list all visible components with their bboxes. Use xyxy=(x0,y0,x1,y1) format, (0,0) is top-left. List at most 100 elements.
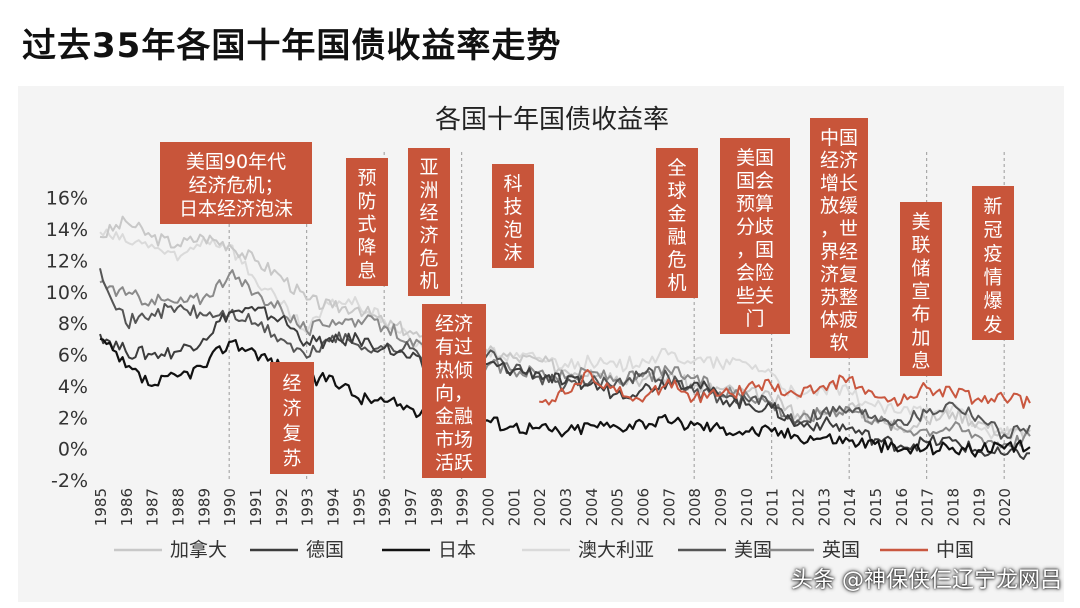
annotation-line: 国会 xyxy=(736,170,774,192)
annotation-line: 门 xyxy=(745,308,764,330)
annotation-line: 经济 xyxy=(435,313,473,335)
annotation-line: 联 xyxy=(911,234,930,256)
annotation-line: 融 xyxy=(667,226,686,248)
annotation-line: 体疲 xyxy=(820,309,858,331)
page-title: 过去35年各国十年国债收益率走势 xyxy=(22,26,562,66)
annotation-line: 热倾 xyxy=(435,359,473,381)
annotation-line: 新 xyxy=(983,195,1002,217)
annotation-line: 发 xyxy=(983,314,1002,336)
series-line-澳大利亚 xyxy=(99,228,1031,442)
annotation-bg xyxy=(900,202,942,376)
annotation-line: 息 xyxy=(357,260,376,282)
x-tick-label: 2017 xyxy=(919,488,937,526)
x-tick-label: 1985 xyxy=(92,488,110,526)
annotation-line: 爆 xyxy=(983,290,1002,312)
annotation-line: 式 xyxy=(357,213,376,235)
x-tick-label: 1990 xyxy=(221,488,239,526)
legend-label: 澳大利亚 xyxy=(578,539,654,561)
chart-title: 各国十年国债收益率 xyxy=(435,105,669,135)
x-tick-label: 2018 xyxy=(945,488,963,526)
x-tick-label: 2012 xyxy=(790,488,808,526)
annotation-line: 沫 xyxy=(503,242,522,264)
series-line-中国 xyxy=(539,369,1031,409)
annotation-line: 情 xyxy=(983,266,1002,288)
x-tick-label: 2019 xyxy=(970,488,988,526)
annotation-line: 机 xyxy=(667,272,686,294)
annotation-line: 济 xyxy=(282,398,301,420)
series-line-日本 xyxy=(99,337,1031,458)
annotation-bg xyxy=(972,186,1014,340)
legend-label: 德国 xyxy=(306,539,344,561)
x-tick-label: 2014 xyxy=(841,488,859,526)
annotation-line: 加 xyxy=(911,327,930,349)
x-tick-label: 1998 xyxy=(428,488,446,526)
x-tick-label: 1988 xyxy=(170,488,188,526)
x-tick-label: 2005 xyxy=(609,488,627,526)
yield-chart: 各国十年国债收益率 16% 14% 12% 10% 8% 6% 4% 2% 0% -2% 1985… xyxy=(46,105,1031,561)
legend-label: 加拿大 xyxy=(170,538,227,561)
annotation-line: 苏 xyxy=(282,448,301,470)
annotation-line: 向， xyxy=(435,382,473,404)
y-tick-label: 6% xyxy=(58,345,88,367)
annotation-line: ，国 xyxy=(736,239,774,261)
legend-label: 美国 xyxy=(734,539,772,561)
annotation-line: 亚 xyxy=(419,157,438,179)
annotation-line: 洲 xyxy=(419,179,438,201)
x-tick-label: 2004 xyxy=(583,488,601,526)
annotation-line: 美 xyxy=(911,211,930,233)
x-tick-label: 2011 xyxy=(764,488,782,526)
annotation-line: 危 xyxy=(419,247,438,269)
annotation-bg xyxy=(346,158,388,286)
y-tick-label: 16% xyxy=(46,188,88,210)
x-tick-label: 1987 xyxy=(144,488,162,526)
chart-panel: 各国十年国债收益率 16% 14% 12% 10% 8% 6% 4% 2% 0% -2% 1985… xyxy=(18,86,1064,602)
annotation-line: 疫 xyxy=(983,243,1002,265)
annotation-line: 经济危机； xyxy=(188,175,283,197)
x-tick-label: 2007 xyxy=(660,488,678,526)
annotation-line: 泡 xyxy=(503,219,522,241)
annotation-line: 苏整 xyxy=(820,286,858,308)
x-tick-label: 1991 xyxy=(247,488,265,526)
annotation-line: 日本经济泡沫 xyxy=(179,198,293,220)
series-line-英国 xyxy=(99,269,1031,449)
annotation-line: 全 xyxy=(667,157,686,179)
annotation-line: 分歧 xyxy=(736,216,774,238)
annotation-line: 机 xyxy=(419,270,438,292)
annotation-line: 预 xyxy=(357,167,376,189)
annotation-bg xyxy=(408,148,450,296)
y-tick-label: 2% xyxy=(58,407,88,429)
x-tick-label: 2020 xyxy=(996,488,1014,526)
annotation-bg xyxy=(656,148,698,298)
x-tick-label: 1997 xyxy=(402,488,420,526)
y-tick-label: 12% xyxy=(46,250,88,272)
annotation-line: 软 xyxy=(829,332,848,354)
annotation-line: 美国 xyxy=(736,147,774,169)
x-tick-label: 2000 xyxy=(480,488,498,526)
y-tick-label: 0% xyxy=(58,439,88,461)
annotation-line: 放缓 xyxy=(820,195,858,217)
y-tick-label: 14% xyxy=(46,219,88,241)
annotation-bg xyxy=(492,164,534,268)
annotation-bg xyxy=(422,304,486,478)
annotation-line: ，世 xyxy=(820,218,858,240)
annotation-line: 金 xyxy=(667,203,686,225)
annotation-line: 宣 xyxy=(911,280,930,302)
y-tick-label: 4% xyxy=(58,376,88,398)
annotation-line: 技 xyxy=(503,196,522,218)
annotation-bg xyxy=(160,142,312,224)
watermark-text: 头条 @神保侠仨辽宁龙网吕 xyxy=(791,568,1062,593)
x-tick-label: 1999 xyxy=(454,488,472,526)
x-tick-label: 1994 xyxy=(325,488,343,526)
annotation-bg xyxy=(720,138,790,334)
annotation-line: 科 xyxy=(503,173,522,195)
series-line-美国 xyxy=(99,268,1031,440)
annotation-line: 危 xyxy=(667,249,686,271)
annotation-line: 储 xyxy=(911,257,930,279)
